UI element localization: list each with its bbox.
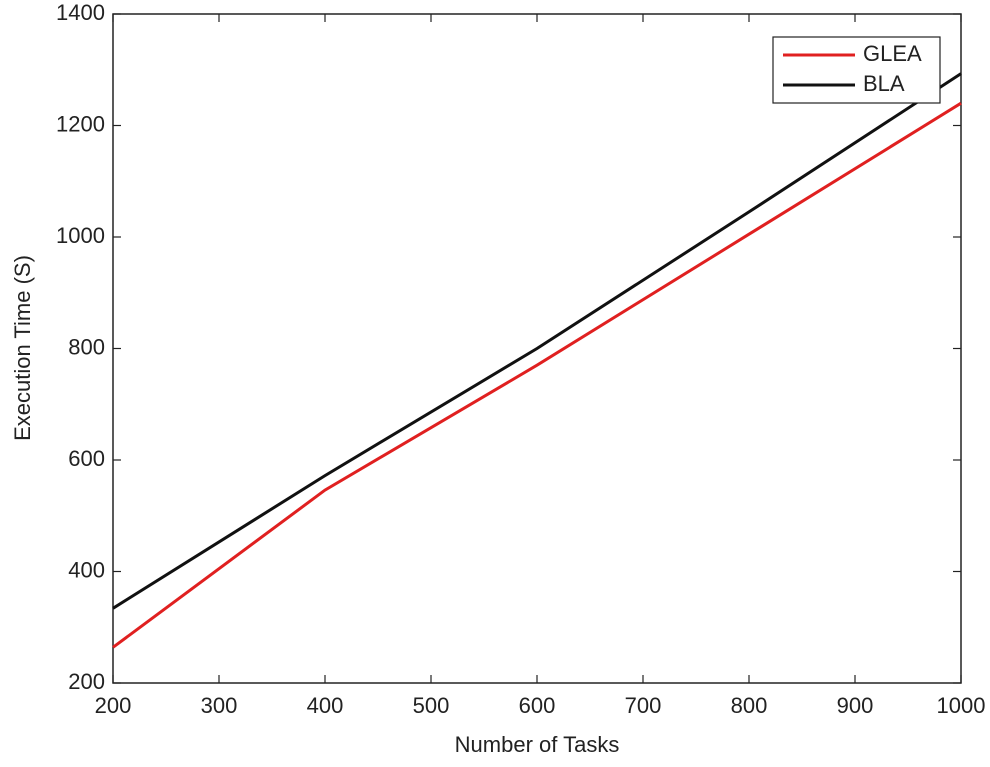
x-tick-label: 300 (201, 693, 238, 718)
data-line (112, 72, 962, 610)
y-tick-label: 1000 (56, 223, 105, 248)
x-tick-label: 800 (731, 693, 768, 718)
y-tick-label: 800 (68, 334, 105, 359)
legend-label: BLA (863, 71, 905, 96)
x-tick-label: 600 (519, 693, 556, 718)
x-tick-label: 400 (307, 693, 344, 718)
x-tick-label: 700 (625, 693, 662, 718)
data-line (112, 101, 962, 649)
x-axis-label: Number of Tasks (455, 732, 620, 757)
legend-label: GLEA (863, 41, 922, 66)
y-tick-label: 1200 (56, 111, 105, 136)
y-tick-label: 200 (68, 669, 105, 694)
x-tick-label: 1000 (937, 693, 986, 718)
y-tick-label: 600 (68, 446, 105, 471)
legend-box (772, 36, 941, 104)
x-tick-label: 200 (95, 693, 132, 718)
y-axis-label: Execution Time (S) (10, 255, 35, 441)
y-tick-label: 1400 (56, 0, 105, 25)
x-tick-label: 900 (837, 693, 874, 718)
y-tick-label: 400 (68, 557, 105, 582)
x-tick-label: 500 (413, 693, 450, 718)
